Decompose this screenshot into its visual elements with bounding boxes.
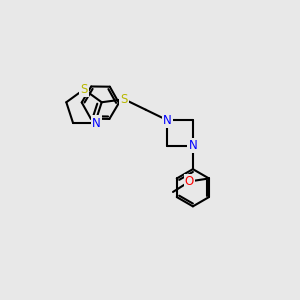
Text: O: O xyxy=(185,175,194,188)
Text: N: N xyxy=(163,114,172,127)
Text: N: N xyxy=(188,139,197,152)
Text: N: N xyxy=(92,116,101,130)
Text: S: S xyxy=(121,93,128,106)
Text: S: S xyxy=(80,83,88,96)
